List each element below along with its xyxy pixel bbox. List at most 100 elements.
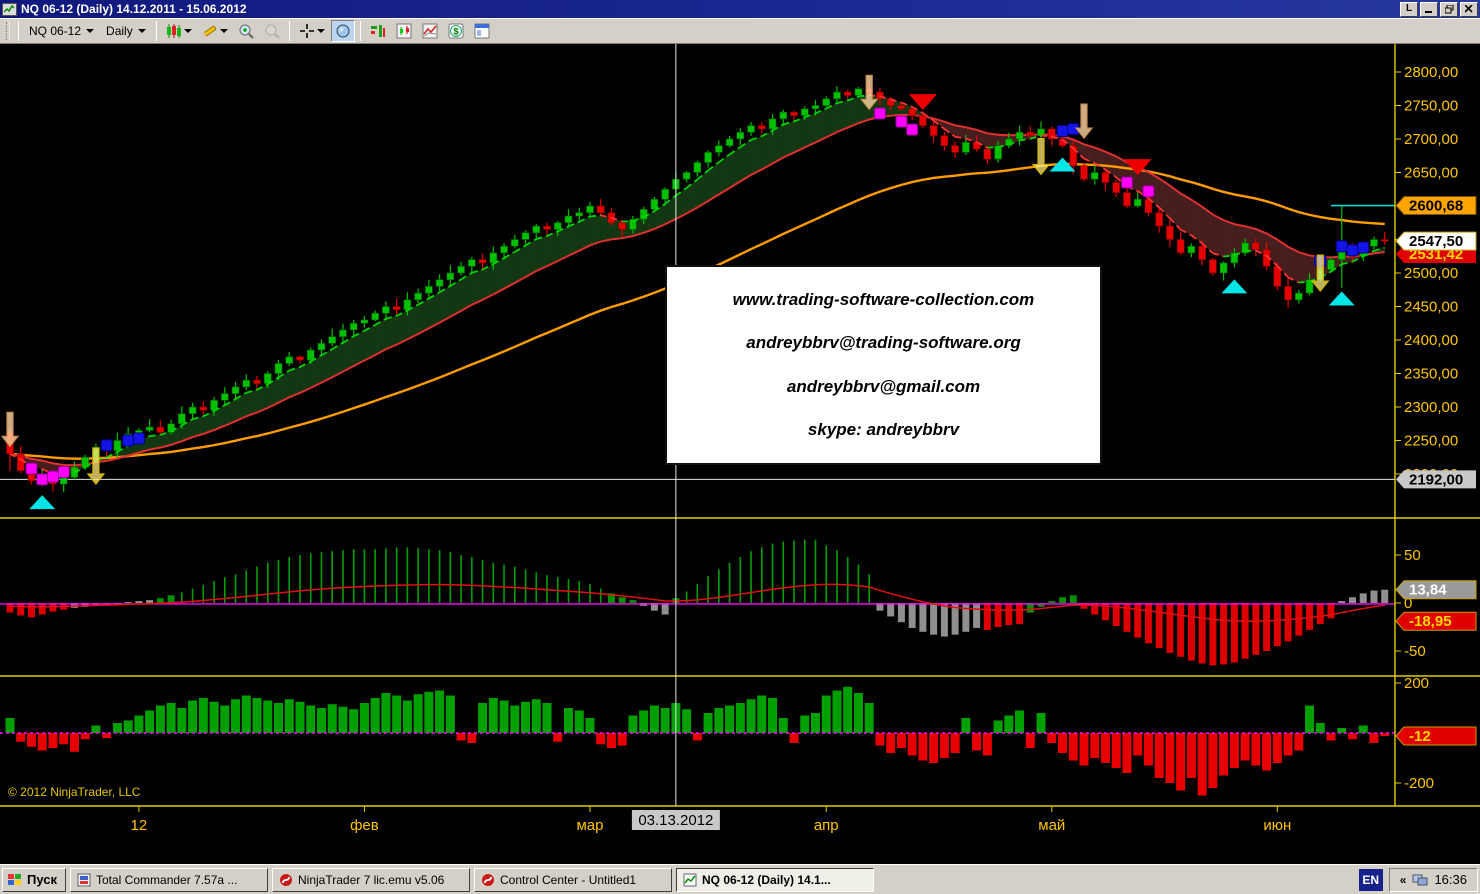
restore-button[interactable] [1440,1,1458,17]
zoom-out-button[interactable] [260,20,284,42]
chart-style-button[interactable] [162,20,196,42]
network-icon[interactable] [1412,873,1428,887]
interval-label: Daily [106,24,133,38]
osc-bar [1048,601,1056,603]
ema-fast-dashed [653,203,666,212]
interval-selector[interactable]: Daily [100,22,152,40]
ema-fast-dashed [825,102,838,110]
cyan-up-triangle-marker [1221,279,1248,294]
chart-area[interactable]: 2800,002750,002700,002650,002600,002550,… [0,44,1480,864]
taskbar-task-control-center[interactable]: Control Center - Untitled1 [474,867,672,892]
price-panel[interactable] [0,82,1395,493]
cursor-mode-button[interactable] [295,20,329,42]
osc-bar [124,602,132,603]
taskbar-task-ninjatrader[interactable]: NinjaTrader 7 lic.emu v5.06 [272,867,470,892]
oscillator-panel[interactable] [0,539,1395,666]
blue-square-marker [132,432,145,445]
candle-body [757,125,766,130]
chart-canvas[interactable]: 2800,002750,002700,002650,002600,002550,… [0,44,1480,864]
candle-body [854,88,863,96]
blue-square-marker [122,434,135,447]
ema-band-fill [310,355,322,388]
chevron-down-icon [86,29,95,33]
ema-fast-dashed [267,376,279,386]
ema-fast-dashed [815,107,827,115]
candle-body [253,379,261,384]
minimize-button[interactable] [1420,1,1438,17]
ema-fast-dashed [1201,242,1214,254]
svg-text:$: $ [453,27,458,37]
time-axis[interactable]: 12 фев мар апр май июн © 2012 NinjaTrader, LLC [8,785,1291,834]
indicators-button[interactable] [418,20,442,42]
ema-fast-dashed [1094,162,1106,171]
data-box-button[interactable] [330,20,355,42]
tray-chevron-icon[interactable]: « [1399,872,1407,887]
tray-clock[interactable]: 16:36 [1434,872,1467,887]
last-price-flag-bg [1395,231,1477,251]
zoom-out-icon [265,24,280,39]
osc-value-flag: 13,84 [1395,580,1477,600]
candle-body [1123,192,1131,207]
price-axis[interactable]: 2800,002750,002700,002650,002600,002550,… [1395,64,1458,792]
candle-body [1230,252,1239,264]
new-chart-button[interactable] [392,20,416,42]
flow-panel[interactable] [0,686,1395,796]
ema-band-fill [289,367,300,398]
flow-bar [800,715,810,733]
ema-fast-dashed [729,146,741,156]
osc-tick-label: -50 [1404,643,1426,660]
candle-body [897,105,906,110]
candle-body [199,406,208,411]
ema-fast-dashed [772,123,784,132]
flow-bar [316,708,326,733]
link-window-button[interactable]: L [1400,1,1418,17]
window-titlebar[interactable]: NQ 06-12 (Daily) 14.12.2011 - 15.06.2012… [0,0,1480,18]
taskbar-task-total-commander[interactable]: Total Commander 7.57a ... [70,867,268,892]
ema-fast-dashed [1341,260,1353,266]
candle-body [231,386,240,394]
flow-bar [725,705,735,733]
control-center-button[interactable] [470,20,494,42]
ema-fast-dashed [632,216,644,222]
ema-fast-dashed [246,388,258,394]
total-commander-icon [77,873,91,887]
close-button[interactable] [1460,1,1478,17]
flow-bar [209,701,219,733]
zoom-in-button[interactable] [234,20,258,42]
candle-body [317,343,326,351]
candle-body [994,145,1002,160]
ema-band-fill [450,279,462,317]
ema-fast-dashed [492,257,505,265]
chart-window-icon [2,2,17,16]
ema-fast-dashed [943,128,956,138]
osc-bar [1112,603,1120,627]
flow-bar [735,703,745,733]
market-analyzer-button[interactable] [366,20,390,42]
account-button[interactable]: $ [444,20,468,42]
flow-bar [521,701,531,733]
flow-bar [499,700,509,733]
candle-body [425,286,433,294]
instrument-selector[interactable]: NQ 06-12 [23,22,100,40]
flow-bar [26,733,36,747]
ema-fast-dashed [1158,206,1171,219]
flow-bar [1090,733,1100,758]
ema-band-fill [461,272,472,311]
osc-bar [650,603,658,611]
ema-band-fill [235,392,247,422]
ema-fast-dashed [890,98,902,104]
crosshair-date-flag: 03.13.2012 [631,810,720,830]
osc-bar [1349,597,1356,603]
toolbar-grip[interactable] [6,22,10,40]
taskbar-task-chart[interactable]: NQ 06-12 (Daily) 14.1... [676,867,874,892]
start-button[interactable]: Пуск [2,867,66,892]
language-indicator[interactable]: EN [1358,868,1383,891]
drawing-tools-button[interactable] [198,20,232,42]
ema-fast-dashed [525,238,537,247]
osc-bar [1252,603,1260,655]
price-tick-label: 2800,00 [1404,64,1458,81]
osc-bar [1144,603,1152,644]
ema-band-fill [751,136,762,175]
candle-body [1069,145,1078,167]
osc-bar [1338,601,1346,603]
